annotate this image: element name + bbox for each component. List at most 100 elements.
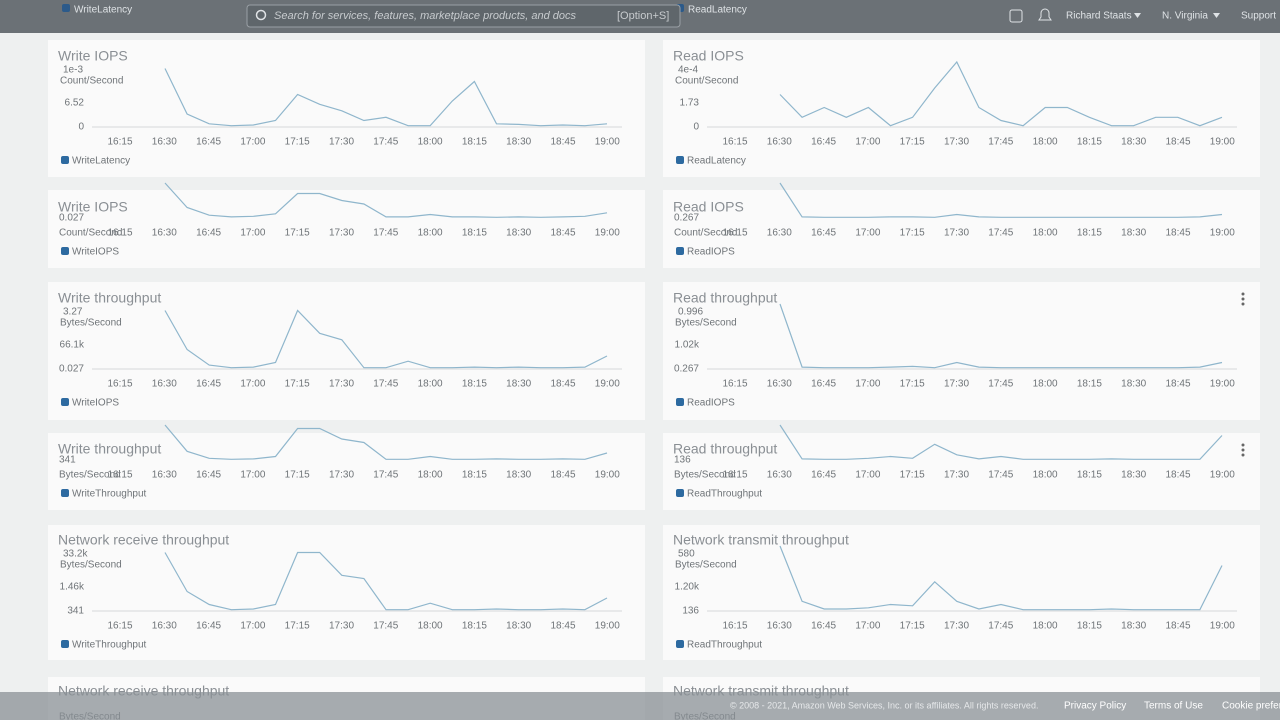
- metric-line: [779, 545, 1223, 611]
- terms-link[interactable]: Terms of Use: [1144, 701, 1203, 712]
- cloudshell-icon[interactable]: [1009, 9, 1023, 23]
- panel-title: Read IOPS: [673, 48, 744, 64]
- x-tick-label: 17:45: [373, 621, 398, 632]
- x-tick-label: 16:45: [811, 137, 836, 148]
- x-tick-label: 17:30: [944, 228, 969, 239]
- x-tick-label: 17:30: [944, 621, 969, 632]
- bell-icon[interactable]: [1038, 8, 1052, 21]
- panel: [48, 525, 645, 660]
- tab-icon: [62, 4, 70, 12]
- x-tick-label: 17:00: [240, 379, 265, 390]
- tab-label: WriteLatency: [74, 5, 132, 16]
- x-tick-label: 18:30: [506, 228, 531, 239]
- x-tick-label: 17:15: [285, 470, 310, 481]
- metric-line: [164, 182, 608, 218]
- x-tick-label: 17:45: [988, 379, 1013, 390]
- x-tick-label: 19:00: [1210, 379, 1235, 390]
- panel: [663, 190, 1260, 268]
- unit-label: Bytes/Second: [60, 318, 122, 329]
- legend-swatch: [676, 398, 684, 406]
- x-tick-label: 18:45: [1165, 470, 1190, 481]
- x-tick-label: 18:00: [1033, 621, 1058, 632]
- x-tick-label: 17:45: [988, 621, 1013, 632]
- legend-swatch: [61, 640, 69, 648]
- x-tick-label: 16:15: [722, 137, 747, 148]
- x-tick-label: 16:45: [811, 228, 836, 239]
- search-icon: [255, 9, 267, 21]
- privacy-link[interactable]: Privacy Policy: [1064, 701, 1126, 712]
- panel-title: Read throughput: [673, 441, 777, 457]
- legend-swatch: [61, 156, 69, 164]
- x-tick-label: 18:00: [418, 137, 443, 148]
- x-tick-label: 17:15: [900, 379, 925, 390]
- x-tick-label: 17:30: [944, 470, 969, 481]
- y-tick-label: 580: [678, 549, 695, 560]
- x-tick-label: 18:00: [1033, 379, 1058, 390]
- panel-title: Read IOPS: [673, 199, 744, 215]
- x-tick-label: 18:00: [418, 470, 443, 481]
- cookies-link[interactable]: Cookie prefer: [1222, 701, 1280, 712]
- panel-title: Write throughput: [58, 441, 161, 457]
- unit-label: Count/Second: [674, 228, 737, 239]
- x-tick-label: 18:30: [1121, 379, 1146, 390]
- panel-title: Write IOPS: [58, 199, 128, 215]
- x-tick-label: 17:45: [373, 137, 398, 148]
- x-tick-label: 17:15: [900, 621, 925, 632]
- x-tick-label: 17:45: [988, 228, 1013, 239]
- x-tick-label: 17:00: [855, 228, 880, 239]
- x-tick-label: 18:00: [1033, 470, 1058, 481]
- x-tick-label: 18:30: [506, 470, 531, 481]
- x-tick-label: 18:30: [506, 379, 531, 390]
- x-tick-label: 17:00: [240, 228, 265, 239]
- legend-swatch: [61, 489, 69, 497]
- menu-dot: [1241, 453, 1245, 457]
- x-tick-label: 17:45: [373, 470, 398, 481]
- metric-line: [164, 424, 608, 460]
- region-menu[interactable]: N. Virginia: [1162, 11, 1208, 22]
- x-tick-label: 17:15: [285, 137, 310, 148]
- x-tick-label: 17:00: [240, 137, 265, 148]
- metric-line: [164, 68, 608, 127]
- y-tick-label: 6.52: [65, 98, 85, 109]
- search-shortcut: [Option+S]: [617, 10, 669, 22]
- menu-dot: [1241, 443, 1245, 447]
- x-tick-label: 16:30: [767, 470, 792, 481]
- x-tick-label: 16:30: [152, 379, 177, 390]
- x-tick-label: 17:15: [285, 621, 310, 632]
- x-tick-label: 17:30: [329, 137, 354, 148]
- panel: [663, 525, 1260, 660]
- x-tick-label: 16:30: [152, 470, 177, 481]
- x-tick-label: 18:45: [1165, 379, 1190, 390]
- y-tick-label: 0.996: [678, 307, 703, 318]
- x-tick-label: 16:30: [767, 621, 792, 632]
- x-tick-label: 16:45: [811, 379, 836, 390]
- x-tick-label: 17:45: [988, 137, 1013, 148]
- x-tick-label: 18:30: [506, 137, 531, 148]
- x-tick-label: 16:15: [107, 137, 132, 148]
- x-tick-label: 18:15: [462, 621, 487, 632]
- footer: [0, 692, 1280, 720]
- x-tick-label: 19:00: [1210, 621, 1235, 632]
- panel: [48, 190, 645, 268]
- x-tick-label: 19:00: [1210, 470, 1235, 481]
- panel: [663, 282, 1260, 420]
- user-menu[interactable]: Richard Staats: [1066, 11, 1132, 22]
- unit-label: Count/Second: [60, 76, 123, 87]
- y-tick-label: 0: [78, 122, 84, 133]
- legend-swatch: [676, 489, 684, 497]
- x-tick-label: 17:00: [240, 470, 265, 481]
- x-tick-label: 18:00: [418, 228, 443, 239]
- panel: [48, 40, 645, 177]
- x-tick-label: 17:45: [373, 379, 398, 390]
- unit-label: Bytes/Second: [60, 560, 122, 571]
- search-box[interactable]: [246, 4, 681, 28]
- support-menu[interactable]: Support: [1241, 11, 1276, 22]
- x-tick-label: 17:15: [900, 228, 925, 239]
- x-tick-label: 16:15: [722, 228, 747, 239]
- unit-label: Count/Second: [675, 76, 738, 87]
- x-tick-label: 17:15: [900, 137, 925, 148]
- x-tick-label: 17:00: [240, 621, 265, 632]
- x-tick-label: 16:30: [767, 228, 792, 239]
- x-tick-label: 16:30: [767, 379, 792, 390]
